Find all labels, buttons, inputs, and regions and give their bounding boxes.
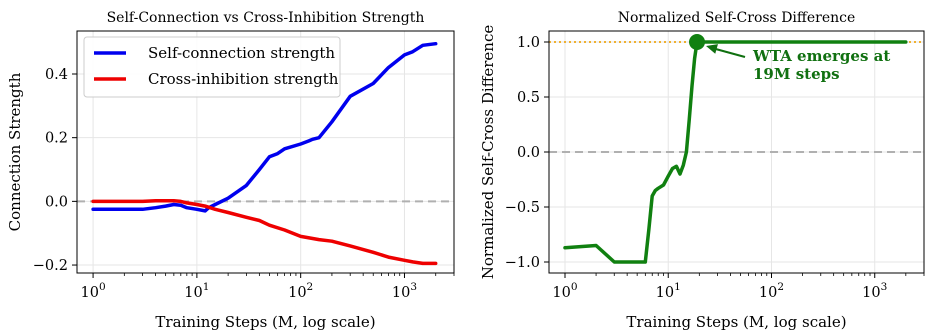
left-y-tick-label: −0.2 (33, 258, 68, 274)
annotation-arrowhead (706, 44, 718, 54)
right-y-tick-label: 0.0 (517, 145, 540, 161)
left-chart: Self-Connection vs Cross-Inhibition Stre… (6, 10, 454, 331)
right-chart-title: Normalized Self-Cross Difference (618, 10, 856, 26)
wta-marker (689, 34, 705, 50)
left-y-tick-label: 0.0 (45, 194, 68, 210)
left-chart-title: Self-Connection vs Cross-Inhibition Stre… (107, 10, 425, 26)
right-x-ticks: 100 101 102 103 (552, 273, 924, 301)
right-y-tick-label: 1.0 (517, 35, 540, 51)
right-x-tick-label: 103 (862, 281, 887, 301)
right-y-axis-label: Normalized Self-Cross Difference (479, 25, 497, 280)
left-x-tick-label: 103 (392, 281, 417, 301)
annotation-arrow (712, 48, 745, 57)
left-y-tick-label: 0.4 (45, 67, 68, 83)
left-y-tick-label: 0.2 (45, 131, 68, 147)
legend: Self-connection strength Cross-inhibitio… (84, 37, 340, 97)
annotation-line-1: WTA emerges at (752, 47, 890, 65)
left-x-tick-label: 102 (288, 281, 313, 301)
legend-label-cross-inhibition: Cross-inhibition strength (148, 70, 339, 88)
left-x-axis-label: Training Steps (M, log scale) (155, 313, 375, 331)
right-y-tick-label: −0.5 (505, 200, 540, 216)
right-y-tick-label: 0.5 (517, 90, 540, 106)
left-y-axis-label: Connection Strength (6, 72, 24, 231)
right-series (565, 34, 906, 262)
annotation-line-2: 19M steps (753, 65, 840, 83)
left-x-tick-label: 100 (81, 281, 106, 301)
left-x-ticks: 100 101 102 103 (81, 273, 454, 301)
right-y-ticks: 1.0 0.5 0.0 −0.5 −1.0 (505, 35, 549, 271)
left-y-ticks: 0.4 0.2 0.0 −0.2 (33, 67, 77, 274)
left-x-tick-label: 101 (184, 281, 209, 301)
right-y-tick-label: −1.0 (505, 255, 540, 271)
wta-annotation: WTA emerges at 19M steps (706, 44, 890, 83)
legend-label-self-connection: Self-connection strength (148, 44, 335, 62)
right-x-tick-label: 101 (656, 281, 681, 301)
right-x-tick-label: 100 (552, 281, 577, 301)
right-chart: Normalized Self-Cross Difference 100 101 1… (479, 10, 924, 331)
right-x-axis-label: Training Steps (M, log scale) (626, 313, 846, 331)
right-x-tick-label: 102 (759, 281, 784, 301)
